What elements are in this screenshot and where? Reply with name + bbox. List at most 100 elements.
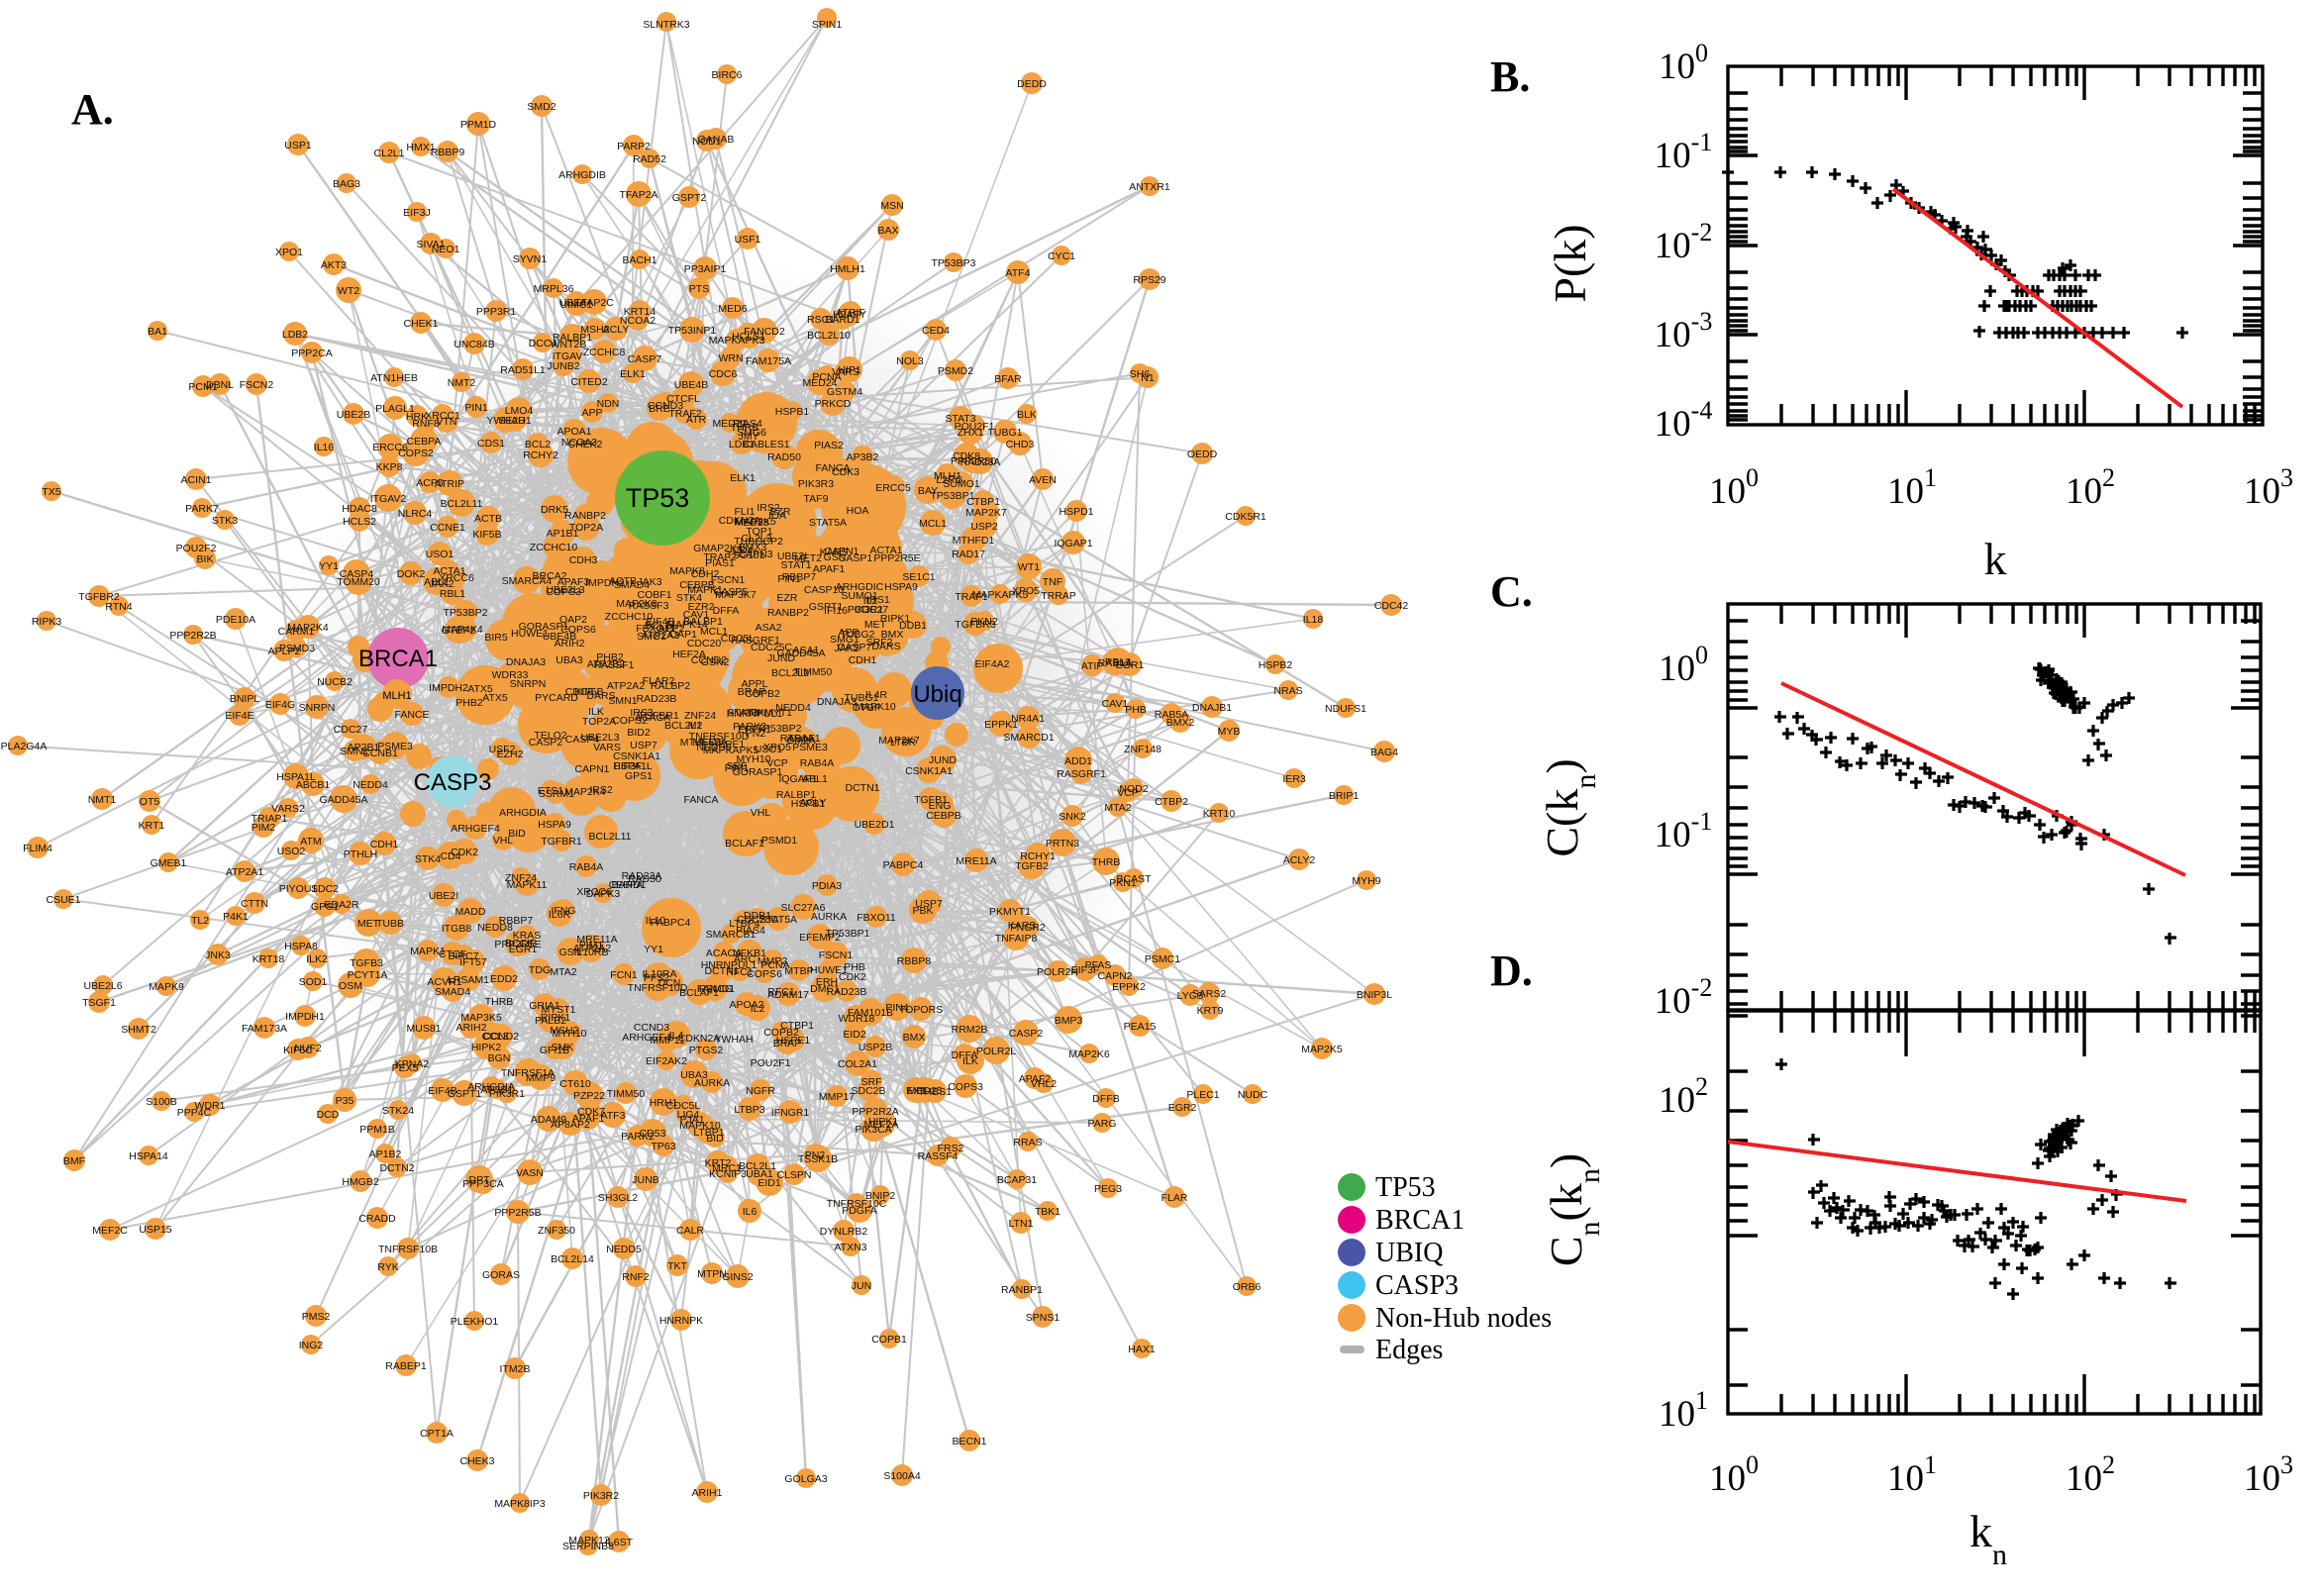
svg-text:MYH9: MYH9 xyxy=(1352,875,1380,887)
svg-text:TUBG2: TUBG2 xyxy=(840,629,874,641)
svg-text:M2: M2 xyxy=(688,720,703,732)
svg-text:CDC42: CDC42 xyxy=(1374,600,1409,612)
svg-text:CALR: CALR xyxy=(676,1225,704,1237)
svg-text:RPS29: RPS29 xyxy=(1133,274,1165,286)
svg-text:DNAJA3: DNAJA3 xyxy=(506,656,546,668)
svg-text:PIN4: PIN4 xyxy=(885,1002,909,1014)
svg-text:PDIA3: PDIA3 xyxy=(812,880,843,892)
svg-text:XPO5: XPO5 xyxy=(763,742,791,753)
svg-text:ACVR1: ACVR1 xyxy=(427,976,461,988)
svg-text:ATF4: ATF4 xyxy=(1006,267,1031,279)
svg-text:AP1B1: AP1B1 xyxy=(547,528,579,540)
svg-text:HNRNPUL1: HNRNPUL1 xyxy=(701,959,758,971)
svg-text:IQGAP1: IQGAP1 xyxy=(1054,538,1092,549)
svg-text:PSMC1: PSMC1 xyxy=(1145,953,1180,965)
svg-text:BCL2L11: BCL2L11 xyxy=(440,498,482,510)
svg-text:NCOA3: NCOA3 xyxy=(561,437,597,449)
svg-text:TRAF2: TRAF2 xyxy=(668,408,701,420)
svg-text:IL16: IL16 xyxy=(314,442,335,453)
svg-text:UBA3: UBA3 xyxy=(556,654,583,666)
svg-text:BCL2L14: BCL2L14 xyxy=(551,1253,594,1265)
svg-text:NOD2: NOD2 xyxy=(1119,783,1148,795)
svg-text:ENG: ENG xyxy=(929,800,952,812)
svg-text:YWHAH: YWHAH xyxy=(714,1034,753,1046)
svg-text:BCL2L1: BCL2L1 xyxy=(739,1160,776,1172)
svg-text:MAPK12: MAPK12 xyxy=(568,1535,610,1546)
svg-text:LTBP1: LTBP1 xyxy=(693,1127,724,1139)
svg-text:CARM1: CARM1 xyxy=(278,626,315,638)
svg-text:BARD1: BARD1 xyxy=(825,314,859,326)
svg-text:TSG101: TSG101 xyxy=(726,549,764,561)
svg-text:BALBP1: BALBP1 xyxy=(683,616,723,628)
svg-text:P4K1: P4K1 xyxy=(223,911,249,923)
svg-text:UBE2D1: UBE2D1 xyxy=(855,819,895,831)
svg-text:BRCA2: BRCA2 xyxy=(532,570,566,582)
svg-text:BRAP: BRAP xyxy=(738,686,766,698)
svg-text:PSME3: PSME3 xyxy=(377,741,413,752)
svg-text:USP1: USP1 xyxy=(284,140,312,151)
svg-text:RAD23B: RAD23B xyxy=(827,986,867,998)
svg-text:CED4: CED4 xyxy=(922,325,950,337)
svg-text:CTBP1: CTBP1 xyxy=(966,496,1000,508)
svg-text:DAPK3: DAPK3 xyxy=(586,888,621,900)
svg-text:S100B: S100B xyxy=(146,1096,177,1108)
svg-text:L2RG: L2RG xyxy=(936,474,962,486)
svg-text:CDK2: CDK2 xyxy=(451,847,478,858)
svg-text:VCP: VCP xyxy=(766,757,788,769)
svg-text:RANBP2: RANBP2 xyxy=(767,607,809,619)
svg-text:HDAC8: HDAC8 xyxy=(342,503,377,515)
svg-text:IL10: IL10 xyxy=(646,915,666,927)
svg-text:HRH1: HRH1 xyxy=(650,1097,678,1109)
svg-text:ABCB1: ABCB1 xyxy=(296,779,331,791)
svg-text:CDH2: CDH2 xyxy=(691,568,720,580)
svg-text:RFC1: RFC1 xyxy=(726,966,754,978)
svg-text:HEF2A: HEF2A xyxy=(672,648,706,660)
svg-text:SLNTRK3: SLNTRK3 xyxy=(643,19,689,31)
svg-text:PBK: PBK xyxy=(912,905,933,917)
svg-text:FLI1: FLI1 xyxy=(734,506,755,518)
svg-text:SPIN1: SPIN1 xyxy=(812,19,843,31)
svg-text:ADAM9: ADAM9 xyxy=(531,1114,566,1126)
svg-text:BACH1: BACH1 xyxy=(622,254,656,266)
svg-text:JMY: JMY xyxy=(739,431,759,443)
svg-text:LDB1: LDB1 xyxy=(729,439,755,450)
svg-text:SMN1: SMN1 xyxy=(340,746,368,757)
svg-text:APPL: APPL xyxy=(742,678,768,690)
svg-text:GADD45A: GADD45A xyxy=(776,648,825,659)
svg-text:ATX5: ATX5 xyxy=(482,692,508,704)
svg-text:KARS: KARS xyxy=(820,547,849,558)
svg-text:CITED2: CITED2 xyxy=(570,376,608,388)
svg-text:TP63: TP63 xyxy=(651,1141,675,1152)
svg-text:TP53BP2: TP53BP2 xyxy=(758,723,802,735)
svg-text:XRCC6: XRCC6 xyxy=(576,886,612,898)
svg-text:SMK: SMK xyxy=(552,1042,574,1053)
svg-text:TP53: TP53 xyxy=(626,483,690,513)
svg-text:TRAF1: TRAF1 xyxy=(787,733,820,745)
svg-text:MAP2K5: MAP2K5 xyxy=(1301,1044,1343,1055)
svg-text:N1: N1 xyxy=(1141,372,1155,384)
svg-text:KRT1: KRT1 xyxy=(139,820,165,832)
svg-text:k: k xyxy=(1984,534,2007,584)
svg-text:BCLAF1: BCLAF1 xyxy=(725,838,764,849)
svg-text:TGFBR1: TGFBR1 xyxy=(541,836,582,848)
svg-text:COPS2: COPS2 xyxy=(398,448,434,459)
svg-text:MAP4K4: MAP4K4 xyxy=(442,624,483,636)
svg-text:PDE10A: PDE10A xyxy=(216,614,255,626)
svg-text:EX1: EX1 xyxy=(906,1085,926,1097)
svg-text:RFC1: RFC1 xyxy=(767,986,795,998)
svg-text:SH6: SH6 xyxy=(1130,368,1151,380)
svg-text:HOA: HOA xyxy=(847,505,869,517)
svg-text:IL6ST: IL6ST xyxy=(605,1537,634,1548)
svg-text:ACTA1: ACTA1 xyxy=(869,545,902,556)
svg-text:HMGB2: HMGB2 xyxy=(342,1176,379,1188)
svg-text:ELK1: ELK1 xyxy=(620,368,646,380)
svg-text:100: 100 xyxy=(1659,39,1708,87)
svg-text:SNRPN: SNRPN xyxy=(299,702,336,714)
svg-text:SE1C1: SE1C1 xyxy=(902,571,935,583)
svg-text:ZNF24: ZNF24 xyxy=(505,872,537,884)
svg-text:XPO5: XPO5 xyxy=(1012,585,1040,597)
svg-text:CCNE1: CCNE1 xyxy=(430,522,465,534)
svg-text:RAD51L1: RAD51L1 xyxy=(500,364,546,376)
svg-text:RANBP2: RANBP2 xyxy=(564,510,606,522)
svg-text:YY1: YY1 xyxy=(644,944,663,955)
